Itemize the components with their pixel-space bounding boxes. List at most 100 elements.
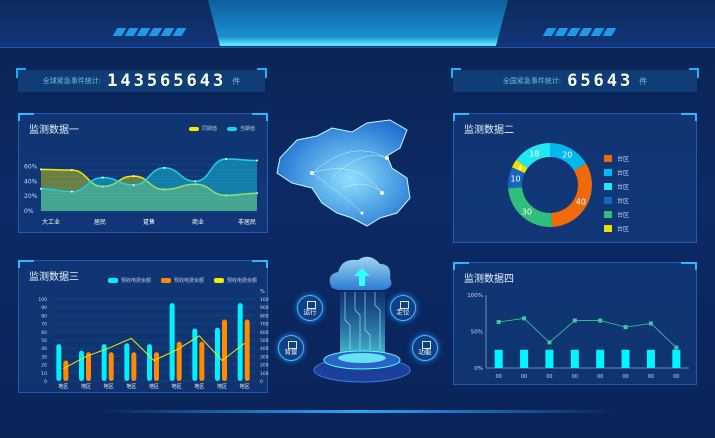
legend-item: 台区 [604, 168, 629, 177]
donut-slice [508, 167, 525, 189]
data-point [163, 166, 166, 169]
y-tick-label: 50% [471, 330, 483, 336]
y-tick-label: 100 [38, 297, 47, 303]
data-point [256, 159, 258, 162]
legend-label: 台区 [617, 170, 630, 177]
slice-label: 4 [518, 165, 522, 172]
cloud-upload-icon [313, 256, 411, 383]
donut-slice [511, 159, 528, 174]
chart2-donut: 20 40 30 10 4 18 [508, 143, 592, 227]
bar [147, 344, 152, 381]
y2-tick-label: 100 [260, 371, 269, 377]
legend-item: 台区 [604, 210, 629, 219]
y-tick-label: 10 [41, 371, 47, 377]
x-tick-label: 地区 [104, 383, 114, 390]
y2-tick-label: 200 [260, 363, 269, 369]
data-point [132, 184, 135, 186]
y-tick-label: 40 [41, 346, 47, 352]
y2-tick-label: 500 [260, 338, 269, 344]
bar [222, 319, 227, 381]
bar [86, 352, 91, 381]
panel-title: 监测数据三 [29, 272, 79, 283]
header-stripes-left [112, 28, 187, 36]
bar [520, 349, 529, 368]
chart2-legend: 台区 台区 台区 台区 台区 台区 [604, 154, 629, 233]
x-tick-label: 00 [546, 374, 552, 380]
legend-swatch [604, 225, 612, 232]
data-point [225, 158, 228, 160]
series-line [40, 168, 258, 197]
footer-glow-line [100, 410, 615, 413]
data-point [163, 188, 166, 191]
y2-tick-label: 0 [260, 379, 263, 385]
x-tick-label: 地区 [149, 383, 159, 390]
map-node [380, 191, 384, 195]
x-tick-label: 地区 [58, 383, 68, 390]
x-tick-label: 00 [496, 374, 502, 380]
bar [169, 303, 175, 381]
data-point [674, 345, 679, 350]
area-1 [41, 159, 257, 211]
chart3-legend: 预收电费余额 预收电费余额 预收电费余额 [107, 277, 257, 284]
badge-function[interactable]: 功能 [412, 335, 438, 361]
data-point [572, 318, 577, 323]
legend-item: 台区 [604, 154, 629, 163]
data-point [194, 180, 197, 183]
line-series [63, 335, 245, 370]
area-0 [41, 169, 257, 211]
y-tick-label: 90 [41, 305, 47, 311]
badge-location[interactable]: 定位 [390, 295, 416, 321]
legend-item: 当期值 [226, 125, 255, 132]
data-point [194, 183, 197, 186]
panel-monitor-1: 监测数据一 同期值 当期值 0% 20% 40% 60% 大工业 居民 趸售 商业 非居民 [18, 113, 268, 233]
x-tick-label: 地区 [126, 383, 136, 390]
y-tick-label: 60% [24, 163, 38, 170]
y2-unit: % [260, 289, 265, 295]
donut-slice [549, 143, 587, 171]
donut-slice [508, 186, 553, 227]
x-tick-label: 00 [622, 374, 628, 380]
data-point [496, 320, 501, 325]
bar [131, 352, 137, 381]
badge-background[interactable]: 背景 [278, 335, 304, 361]
legend-swatch [604, 197, 612, 204]
bar [545, 349, 554, 368]
panel-monitor-4: 监测数据四 0% 50% 100% 00 00 00 00 00 00 00 00 [453, 262, 697, 385]
x-tick-label: 地区 [240, 383, 250, 390]
header-title-plate [208, 0, 508, 46]
global-counter-label: 全球紧急事件统计: [42, 77, 102, 85]
data-point [70, 169, 73, 172]
y-tick-label: 70 [41, 322, 47, 328]
bar [244, 319, 250, 381]
line-series [498, 317, 677, 348]
slice-label: 18 [529, 150, 539, 159]
y2-tick-label: 600 [260, 330, 269, 336]
x-tick-label: 00 [597, 374, 603, 380]
donut-slice [516, 143, 551, 169]
legend-item: 预收电费余额 [213, 277, 257, 284]
national-counter-label: 全国紧急事件统计: [502, 77, 562, 85]
bar [192, 328, 198, 381]
national-counter: 全国紧急事件统计: 65643 件 [451, 68, 699, 92]
legend-item: 同期值 [188, 125, 217, 132]
slice-label: 10 [510, 175, 520, 184]
data-point [70, 190, 73, 193]
badge-operation[interactable]: 运行 [297, 295, 323, 321]
panel-title: 监测数据四 [464, 274, 514, 285]
bar [63, 360, 69, 381]
y-tick-label: 50 [41, 338, 47, 344]
x-tick-label: 地区 [81, 383, 91, 390]
y-tick-label: 40% [24, 178, 38, 185]
legend-item: 台区 [604, 182, 629, 191]
china-map [276, 119, 411, 227]
data-point [256, 192, 258, 195]
x-tick-label: 00 [521, 374, 527, 380]
panel-title: 监测数据一 [29, 125, 79, 136]
legend-item: 预收电费余额 [107, 277, 151, 284]
x-tick-label: 00 [648, 374, 654, 380]
panel-monitor-2: 监测数据二 20 40 30 10 4 18 台区 台区 台区 台区 台区 台区 [453, 113, 697, 243]
data-point [101, 185, 104, 188]
data-point [648, 321, 653, 326]
map-node [385, 156, 389, 160]
bar [646, 349, 655, 368]
